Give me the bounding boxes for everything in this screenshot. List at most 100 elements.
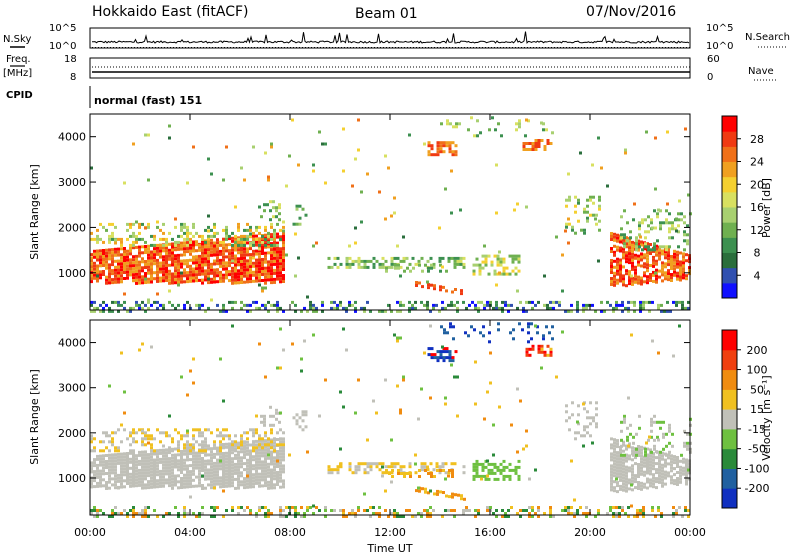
- data-cell: [306, 509, 309, 512]
- data-cell: [642, 512, 645, 515]
- data-cell: [267, 456, 270, 460]
- data-cell: [183, 262, 186, 266]
- data-cell: [652, 455, 655, 459]
- data-cell: [261, 289, 264, 293]
- data-cell: [267, 462, 270, 466]
- data-cell: [646, 281, 649, 285]
- data-cell: [402, 378, 405, 382]
- data-cell: [496, 468, 500, 472]
- data-cell: [655, 462, 658, 466]
- colorbar-segment: [722, 176, 737, 193]
- data-cell: [126, 473, 129, 476]
- data-cell: [144, 512, 147, 515]
- data-cell: [411, 303, 414, 307]
- data-cell: [643, 256, 646, 260]
- data-cell: [282, 244, 285, 247]
- data-cell: [300, 506, 303, 509]
- data-cell: [144, 260, 147, 263]
- data-cell: [147, 178, 150, 182]
- data-cell: [396, 256, 400, 260]
- data-cell: [652, 255, 655, 259]
- data-cell: [620, 233, 623, 237]
- data-cell: [615, 303, 618, 307]
- data-cell: [592, 195, 595, 199]
- data-cell: [662, 221, 665, 225]
- data-cell: [603, 309, 606, 313]
- data-cell: [637, 463, 640, 466]
- data-cell: [147, 483, 150, 487]
- data-cell: [279, 479, 282, 483]
- data-cell: [177, 277, 180, 281]
- data-cell: [595, 222, 598, 226]
- data-cell: [264, 463, 267, 467]
- data-cell: [258, 463, 261, 467]
- data-cell: [402, 235, 405, 239]
- data-cell: [279, 512, 282, 515]
- data-cell: [120, 464, 123, 468]
- data-cell: [616, 454, 619, 458]
- data-cell: [267, 453, 270, 457]
- data-cell: [342, 127, 345, 131]
- data-cell: [606, 300, 609, 304]
- data-cell: [126, 452, 129, 455]
- data-cell: [183, 485, 186, 489]
- data-cell: [180, 280, 183, 284]
- data-cell: [237, 441, 240, 445]
- data-cell: [655, 250, 658, 254]
- data-cell: [237, 506, 240, 509]
- data-cell: [673, 455, 676, 459]
- data-cell: [237, 248, 240, 252]
- data-cell: [390, 462, 394, 466]
- data-cell: [642, 515, 645, 518]
- data-cell: [183, 244, 186, 248]
- data-cell: [679, 266, 682, 270]
- data-cell: [426, 306, 429, 310]
- data-cell: [439, 285, 442, 289]
- data-cell: [246, 228, 249, 232]
- data-cell: [105, 251, 108, 255]
- data-cell: [348, 256, 352, 260]
- data-cell: [99, 484, 102, 488]
- data-cell: [210, 474, 213, 478]
- data-cell: [505, 465, 509, 469]
- data-cell: [634, 274, 637, 278]
- data-cell: [156, 246, 159, 250]
- data-cell: [225, 267, 228, 271]
- data-cell: [186, 443, 189, 447]
- data-cell: [186, 467, 189, 471]
- data-cell: [633, 309, 636, 313]
- data-cell: [276, 480, 279, 483]
- data-cell: [679, 480, 682, 484]
- data-cell: [272, 414, 275, 418]
- data-cell: [204, 240, 207, 244]
- data-cell: [117, 449, 120, 453]
- data-cell: [249, 461, 252, 465]
- data-cell: [357, 265, 361, 269]
- data-cell: [99, 249, 102, 253]
- data-cell: [491, 116, 494, 120]
- data-cell: [619, 487, 622, 491]
- data-cell: [676, 262, 679, 266]
- data-cell: [123, 262, 126, 265]
- data-cell: [681, 515, 684, 518]
- data-cell: [195, 463, 198, 467]
- data-cell: [276, 474, 279, 477]
- data-cell: [258, 306, 261, 310]
- data-cell: [261, 448, 264, 452]
- data-cell: [579, 151, 582, 155]
- data-cell: [411, 306, 414, 310]
- data-cell: [670, 279, 673, 282]
- data-cell: [90, 237, 93, 241]
- data-cell: [619, 273, 622, 277]
- data-cell: [493, 465, 497, 469]
- data-cell: [447, 471, 451, 475]
- data-cell: [123, 181, 126, 185]
- data-cell: [147, 259, 150, 263]
- data-cell: [111, 254, 114, 258]
- data-cell: [120, 467, 123, 471]
- data-cell: [276, 268, 279, 272]
- data-cell: [159, 264, 162, 268]
- data-cell: [168, 481, 171, 485]
- data-cell: [237, 465, 240, 469]
- data-cell: [384, 309, 387, 313]
